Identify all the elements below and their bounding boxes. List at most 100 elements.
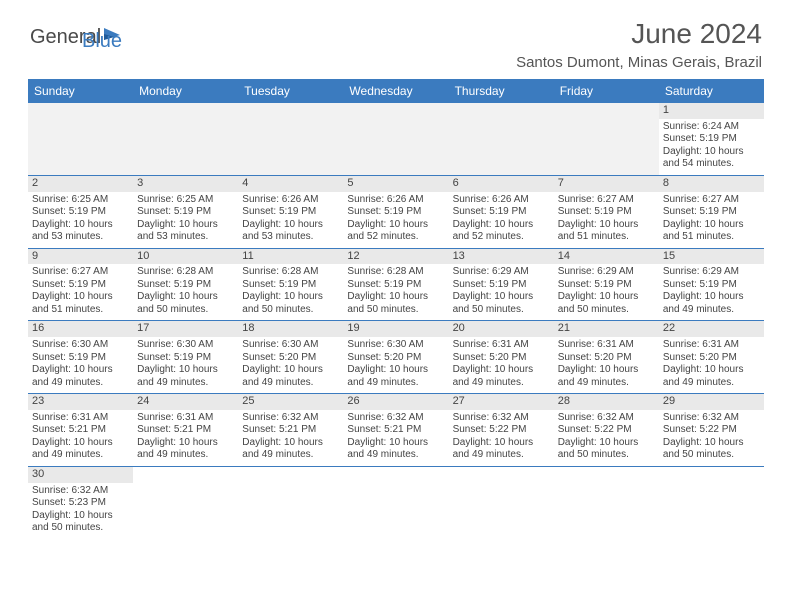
calendar-cell-empty [343,103,448,175]
day-number: 19 [343,321,448,337]
day-number: 28 [554,394,659,410]
day-info: Sunrise: 6:30 AMSunset: 5:19 PMDaylight:… [137,339,234,389]
day-info: Sunrise: 6:28 AMSunset: 5:19 PMDaylight:… [137,266,234,316]
day-info: Sunrise: 6:27 AMSunset: 5:19 PMDaylight:… [663,194,760,244]
logo-text-blue: Blue [82,30,122,53]
calendar-cell: 29 Sunrise: 6:32 AMSunset: 5:22 PMDayligh… [659,394,764,467]
day-number: 18 [238,321,343,337]
day-number: 16 [28,321,133,337]
weekday-header: Friday [554,79,659,103]
day-number: 4 [238,176,343,192]
calendar-cell: 10Sunrise: 6:28 AMSunset: 5:19 PMDayligh… [133,248,238,321]
day-number: 22 [659,321,764,337]
day-number: 25 [238,394,343,410]
day-info: Sunrise: 6:30 AMSunset: 5:19 PMDaylight:… [32,339,129,389]
calendar-cell: 18 Sunrise: 6:30 AMSunset: 5:20 PMDayligh… [238,321,343,394]
calendar-week-row: 1 Sunrise: 6:24 AMSunset: 5:19 PMDaylight… [28,103,764,175]
day-info: Sunrise: 6:26 AMSunset: 5:19 PMDaylight:… [453,194,550,244]
calendar-cell: 19 Sunrise: 6:30 AMSunset: 5:20 PMDayligh… [343,321,448,394]
day-info: Sunrise: 6:27 AMSunset: 5:19 PMDaylight:… [32,266,129,316]
calendar-cell-empty [238,466,343,538]
location: Santos Dumont, Minas Gerais, Brazil [516,54,762,71]
calendar-cell: 27 Sunrise: 6:32 AMSunset: 5:22 PMDayligh… [449,394,554,467]
calendar-cell: 3 Sunrise: 6:25 AMSunset: 5:19 PMDaylight… [133,175,238,248]
calendar-cell-empty [343,466,448,538]
calendar-cell: 6 Sunrise: 6:26 AMSunset: 5:19 PMDaylight… [449,175,554,248]
calendar-cell: 17 Sunrise: 6:30 AMSunset: 5:19 PMDayligh… [133,321,238,394]
calendar-cell-empty [449,103,554,175]
day-info: Sunrise: 6:30 AMSunset: 5:20 PMDaylight:… [242,339,339,389]
day-number: 30 [28,467,133,483]
calendar-cell: 7 Sunrise: 6:27 AMSunset: 5:19 PMDaylight… [554,175,659,248]
calendar-cell-empty [238,103,343,175]
day-number: 23 [28,394,133,410]
calendar-week-row: 9Sunrise: 6:27 AMSunset: 5:19 PMDaylight… [28,248,764,321]
weekday-header: Saturday [659,79,764,103]
calendar-cell: 20Sunrise: 6:31 AMSunset: 5:20 PMDayligh… [449,321,554,394]
calendar-cell-empty [133,103,238,175]
day-info: Sunrise: 6:25 AMSunset: 5:19 PMDaylight:… [32,194,129,244]
day-info: Sunrise: 6:32 AMSunset: 5:22 PMDaylight:… [663,412,760,462]
day-number: 29 [659,394,764,410]
calendar-cell: 11Sunrise: 6:28 AMSunset: 5:19 PMDayligh… [238,248,343,321]
title-block: June 2024 Santos Dumont, Minas Gerais, B… [516,18,762,71]
calendar-cell: 14Sunrise: 6:29 AMSunset: 5:19 PMDayligh… [554,248,659,321]
calendar-cell-empty [554,103,659,175]
calendar-cell-empty [449,466,554,538]
day-number: 5 [343,176,448,192]
weekday-header: Tuesday [238,79,343,103]
weekday-header: Thursday [449,79,554,103]
calendar-cell: 26Sunrise: 6:32 AMSunset: 5:21 PMDayligh… [343,394,448,467]
calendar-cell: 4 Sunrise: 6:26 AMSunset: 5:19 PMDaylight… [238,175,343,248]
calendar-week-row: 2Sunrise: 6:25 AMSunset: 5:19 PMDaylight… [28,175,764,248]
calendar-cell-empty [133,466,238,538]
calendar-cell: 22 Sunrise: 6:31 AMSunset: 5:20 PMDayligh… [659,321,764,394]
day-number: 21 [554,321,659,337]
logo-sub: Blue [30,52,122,53]
day-info: Sunrise: 6:24 AMSunset: 5:19 PMDaylight:… [663,121,760,171]
day-number: 7 [554,176,659,192]
day-number: 17 [133,321,238,337]
day-info: Sunrise: 6:31 AMSunset: 5:20 PMDaylight:… [453,339,550,389]
day-info: Sunrise: 6:27 AMSunset: 5:19 PMDaylight:… [558,194,655,244]
day-number: 3 [133,176,238,192]
calendar-cell: 13Sunrise: 6:29 AMSunset: 5:19 PMDayligh… [449,248,554,321]
calendar-cell: 24Sunrise: 6:31 AMSunset: 5:21 PMDayligh… [133,394,238,467]
day-info: Sunrise: 6:31 AMSunset: 5:21 PMDaylight:… [32,412,129,462]
day-info: Sunrise: 6:30 AMSunset: 5:20 PMDaylight:… [347,339,444,389]
calendar-cell: 2 Sunrise: 6:25 AMSunset: 5:19 PMDaylight… [28,175,133,248]
calendar-cell: 8Sunrise: 6:27 AMSunset: 5:19 PMDaylight… [659,175,764,248]
day-info: Sunrise: 6:29 AMSunset: 5:19 PMDaylight:… [453,266,550,316]
calendar-cell: 9Sunrise: 6:27 AMSunset: 5:19 PMDaylight… [28,248,133,321]
calendar-cell: 1 Sunrise: 6:24 AMSunset: 5:19 PMDaylight… [659,103,764,175]
day-info: Sunrise: 6:29 AMSunset: 5:19 PMDaylight:… [558,266,655,316]
calendar-cell: 28Sunrise: 6:32 AMSunset: 5:22 PMDayligh… [554,394,659,467]
day-number: 2 [28,176,133,192]
day-info: Sunrise: 6:32 AMSunset: 5:22 PMDaylight:… [453,412,550,462]
calendar-week-row: 23Sunrise: 6:31 AMSunset: 5:21 PMDayligh… [28,394,764,467]
calendar-cell-empty [554,466,659,538]
calendar-week-row: 16Sunrise: 6:30 AMSunset: 5:19 PMDayligh… [28,321,764,394]
calendar-body: 1 Sunrise: 6:24 AMSunset: 5:19 PMDaylight… [28,103,764,539]
calendar-cell: 5Sunrise: 6:26 AMSunset: 5:19 PMDaylight… [343,175,448,248]
day-info: Sunrise: 6:31 AMSunset: 5:20 PMDaylight:… [663,339,760,389]
day-info: Sunrise: 6:26 AMSunset: 5:19 PMDaylight:… [242,194,339,244]
day-number: 13 [449,249,554,265]
day-number: 1 [659,103,764,119]
day-info: Sunrise: 6:31 AMSunset: 5:20 PMDaylight:… [558,339,655,389]
calendar-cell: 21 Sunrise: 6:31 AMSunset: 5:20 PMDayligh… [554,321,659,394]
day-number: 6 [449,176,554,192]
month-title: June 2024 [516,18,762,50]
day-info: Sunrise: 6:25 AMSunset: 5:19 PMDaylight:… [137,194,234,244]
day-number: 27 [449,394,554,410]
calendar-cell: 15Sunrise: 6:29 AMSunset: 5:19 PMDayligh… [659,248,764,321]
calendar-week-row: 30 Sunrise: 6:32 AMSunset: 5:23 PMDayligh… [28,466,764,538]
calendar-cell: 23 Sunrise: 6:31 AMSunset: 5:21 PMDayligh… [28,394,133,467]
day-info: Sunrise: 6:32 AMSunset: 5:23 PMDaylight:… [32,485,129,535]
calendar-cell: 12Sunrise: 6:28 AMSunset: 5:19 PMDayligh… [343,248,448,321]
calendar-table: SundayMondayTuesdayWednesdayThursdayFrid… [28,79,764,539]
day-number: 9 [28,249,133,265]
day-info: Sunrise: 6:31 AMSunset: 5:21 PMDaylight:… [137,412,234,462]
day-number: 10 [133,249,238,265]
day-number: 11 [238,249,343,265]
